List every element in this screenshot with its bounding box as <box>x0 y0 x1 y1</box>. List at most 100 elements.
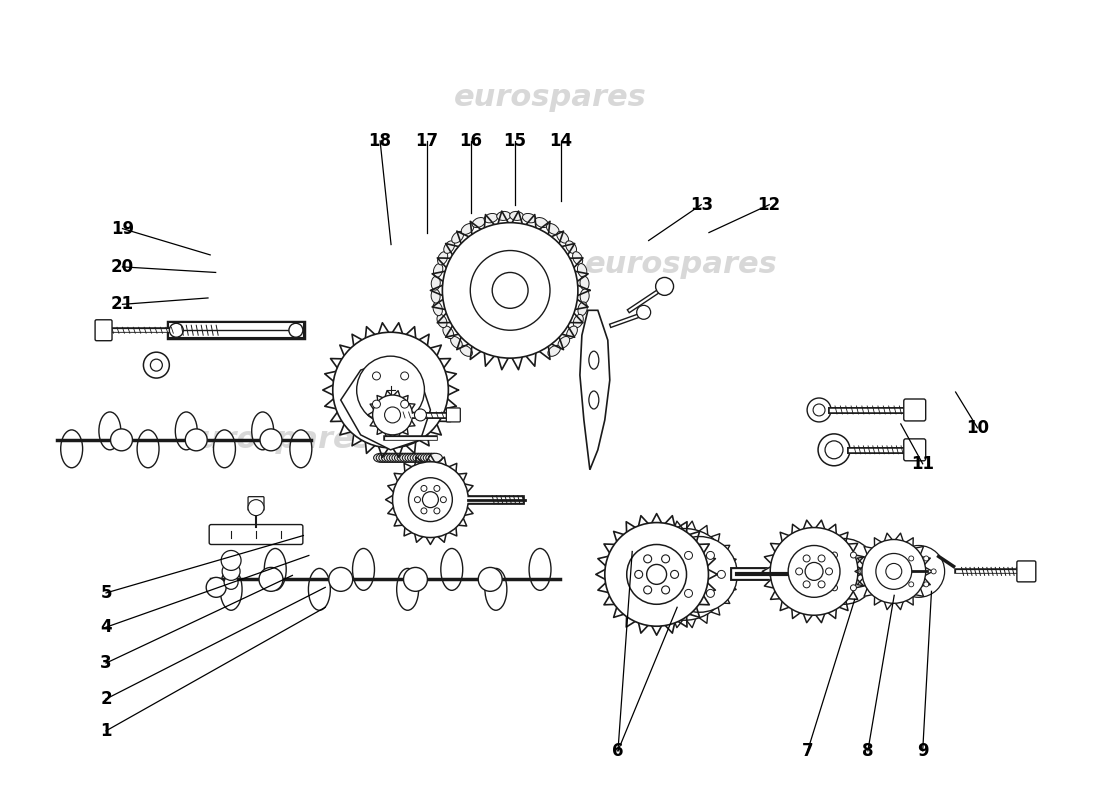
Circle shape <box>822 569 828 574</box>
Circle shape <box>258 567 283 591</box>
Polygon shape <box>322 322 459 458</box>
Text: 16: 16 <box>460 132 483 150</box>
Circle shape <box>886 563 902 579</box>
Circle shape <box>329 567 353 591</box>
Ellipse shape <box>460 346 472 356</box>
Ellipse shape <box>382 454 395 462</box>
Ellipse shape <box>426 454 440 462</box>
FancyBboxPatch shape <box>904 399 926 421</box>
Ellipse shape <box>509 211 524 221</box>
FancyBboxPatch shape <box>904 439 926 461</box>
Ellipse shape <box>60 430 82 468</box>
Circle shape <box>818 434 850 466</box>
Circle shape <box>924 582 928 587</box>
Ellipse shape <box>438 252 448 265</box>
Circle shape <box>224 575 238 590</box>
Ellipse shape <box>452 231 463 243</box>
Ellipse shape <box>578 263 587 278</box>
Ellipse shape <box>573 252 583 265</box>
Circle shape <box>850 552 857 558</box>
Ellipse shape <box>175 412 197 450</box>
Ellipse shape <box>451 337 462 348</box>
Ellipse shape <box>497 211 510 221</box>
Circle shape <box>221 550 241 570</box>
Ellipse shape <box>378 454 393 462</box>
Circle shape <box>893 546 945 598</box>
Circle shape <box>373 400 381 408</box>
Ellipse shape <box>384 454 398 462</box>
Circle shape <box>909 582 914 587</box>
Circle shape <box>684 551 693 559</box>
Ellipse shape <box>352 549 374 590</box>
Circle shape <box>492 273 528 308</box>
Text: 5: 5 <box>100 584 112 602</box>
Ellipse shape <box>428 454 442 462</box>
Ellipse shape <box>588 391 598 409</box>
Circle shape <box>876 554 912 590</box>
Circle shape <box>373 395 412 435</box>
Text: 3: 3 <box>100 654 112 672</box>
Text: 6: 6 <box>613 742 624 760</box>
Circle shape <box>627 545 686 604</box>
FancyBboxPatch shape <box>249 497 264 510</box>
Ellipse shape <box>580 289 590 303</box>
Circle shape <box>289 323 302 338</box>
Ellipse shape <box>397 454 411 462</box>
FancyBboxPatch shape <box>447 408 460 422</box>
Text: 20: 20 <box>111 258 134 276</box>
Circle shape <box>639 529 730 620</box>
Circle shape <box>393 462 469 538</box>
Polygon shape <box>855 533 933 610</box>
Text: eurospares: eurospares <box>453 82 647 111</box>
Ellipse shape <box>387 454 400 462</box>
Ellipse shape <box>566 326 578 338</box>
Polygon shape <box>596 514 717 635</box>
Ellipse shape <box>308 569 330 610</box>
Circle shape <box>909 556 914 561</box>
Ellipse shape <box>376 454 390 462</box>
Text: 21: 21 <box>111 295 134 314</box>
Circle shape <box>333 332 449 448</box>
Ellipse shape <box>399 454 414 462</box>
Circle shape <box>770 527 858 615</box>
Ellipse shape <box>405 454 419 462</box>
Circle shape <box>440 497 447 502</box>
Text: 8: 8 <box>862 742 873 760</box>
Circle shape <box>825 568 833 575</box>
Circle shape <box>169 323 184 338</box>
Text: 15: 15 <box>504 132 527 150</box>
Polygon shape <box>762 520 866 622</box>
Ellipse shape <box>433 263 443 278</box>
Circle shape <box>433 508 440 514</box>
Circle shape <box>924 556 928 561</box>
Circle shape <box>635 570 642 578</box>
Circle shape <box>422 492 439 508</box>
Circle shape <box>811 538 877 604</box>
Ellipse shape <box>522 214 536 223</box>
Ellipse shape <box>403 454 416 462</box>
Text: 19: 19 <box>111 219 134 238</box>
Circle shape <box>656 278 673 295</box>
Text: 13: 13 <box>690 196 713 214</box>
Circle shape <box>385 407 400 423</box>
Circle shape <box>706 551 714 559</box>
Ellipse shape <box>558 337 570 348</box>
Ellipse shape <box>573 314 583 328</box>
Ellipse shape <box>252 412 274 450</box>
Ellipse shape <box>472 218 485 227</box>
Circle shape <box>789 546 840 598</box>
Ellipse shape <box>407 454 421 462</box>
Text: 9: 9 <box>917 742 928 760</box>
Circle shape <box>673 570 682 578</box>
Ellipse shape <box>441 549 463 590</box>
Ellipse shape <box>433 302 442 316</box>
FancyBboxPatch shape <box>209 525 302 545</box>
Ellipse shape <box>484 214 498 223</box>
Circle shape <box>222 562 240 580</box>
Circle shape <box>647 565 667 584</box>
Polygon shape <box>630 521 738 628</box>
Circle shape <box>644 586 651 594</box>
Circle shape <box>832 585 837 590</box>
Text: 7: 7 <box>802 742 813 760</box>
Circle shape <box>825 441 843 458</box>
